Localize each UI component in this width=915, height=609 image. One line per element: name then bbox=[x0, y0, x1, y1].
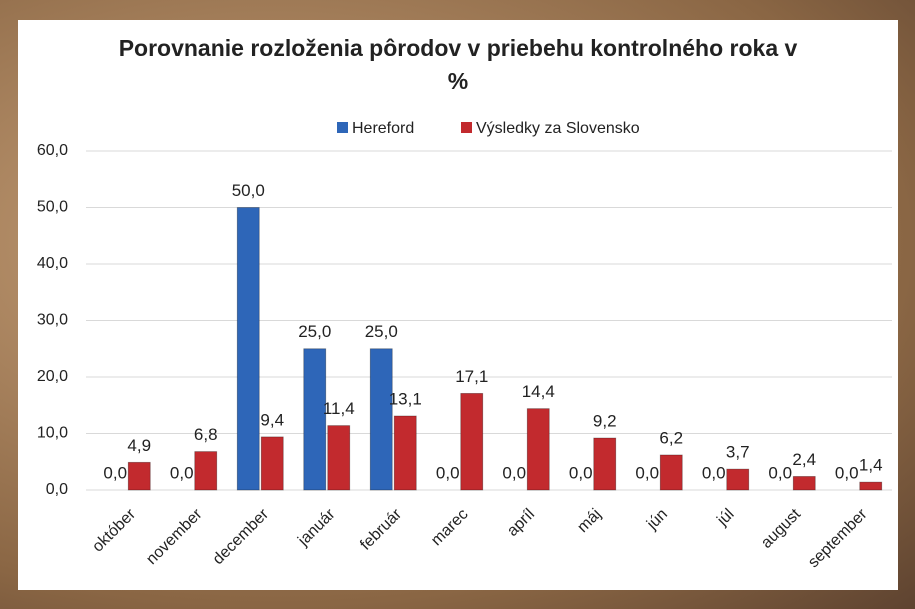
bar bbox=[127, 461, 151, 491]
value-label: 9,2 bbox=[593, 412, 617, 431]
x-tick-label: február bbox=[357, 505, 405, 553]
value-label: 50,0 bbox=[232, 181, 265, 200]
bar bbox=[369, 348, 393, 491]
bar bbox=[659, 454, 683, 491]
value-label: 25,0 bbox=[298, 322, 331, 341]
value-label: 0,0 bbox=[436, 463, 460, 482]
y-tick-label: 50,0 bbox=[37, 199, 68, 216]
x-tick-label: jún bbox=[643, 506, 671, 534]
value-label: 17,1 bbox=[455, 367, 488, 386]
y-tick-label: 30,0 bbox=[37, 312, 68, 329]
bar bbox=[460, 392, 484, 491]
x-tick-label: september bbox=[805, 505, 871, 571]
value-label: 9,4 bbox=[260, 410, 284, 429]
x-tick-label: január bbox=[294, 505, 339, 550]
value-label: 0,0 bbox=[103, 463, 127, 482]
legend-label: Hereford bbox=[352, 120, 414, 137]
value-label: 6,2 bbox=[659, 428, 683, 447]
value-label: 0,0 bbox=[569, 463, 593, 482]
value-label: 4,9 bbox=[127, 436, 151, 455]
value-label: 0,0 bbox=[170, 463, 194, 482]
bar bbox=[303, 348, 327, 491]
chart-title: Porovnanie rozloženia pôrodov v priebehu… bbox=[118, 35, 798, 94]
x-tick-label: marec bbox=[428, 506, 471, 549]
bar bbox=[726, 468, 750, 491]
x-tick-label: júl bbox=[714, 506, 738, 530]
value-label: 14,4 bbox=[522, 382, 555, 401]
value-label: 0,0 bbox=[835, 463, 859, 482]
chart-panel bbox=[18, 20, 898, 590]
value-label: 0,0 bbox=[502, 463, 526, 482]
y-tick-label: 0,0 bbox=[46, 481, 68, 498]
x-tick-label: máj bbox=[574, 506, 604, 536]
legend-label: Výsledky za Slovensko bbox=[476, 120, 640, 137]
x-tick-label: apríl bbox=[504, 506, 538, 540]
value-label: 11,4 bbox=[323, 399, 355, 418]
value-label: 0,0 bbox=[702, 463, 726, 482]
x-tick-label: október bbox=[89, 505, 139, 555]
legend-swatch bbox=[337, 122, 348, 133]
bar bbox=[236, 207, 260, 491]
y-tick-label: 20,0 bbox=[37, 368, 68, 385]
value-label: 1,4 bbox=[859, 456, 883, 475]
value-label: 0,0 bbox=[635, 463, 659, 482]
bar bbox=[792, 476, 816, 491]
legend-swatch bbox=[461, 122, 472, 133]
bar bbox=[593, 437, 617, 491]
bar bbox=[526, 408, 550, 491]
x-tick-label: december bbox=[210, 505, 273, 568]
bar bbox=[859, 481, 883, 491]
value-label: 25,0 bbox=[365, 322, 398, 341]
value-label: 3,7 bbox=[726, 443, 750, 462]
y-tick-label: 60,0 bbox=[37, 142, 68, 159]
bar bbox=[260, 436, 284, 491]
bar bbox=[393, 415, 417, 491]
x-tick-label: august bbox=[758, 505, 804, 551]
bar bbox=[327, 425, 351, 491]
value-label: 2,4 bbox=[792, 450, 816, 469]
x-tick-label: november bbox=[143, 505, 206, 568]
bar bbox=[194, 451, 218, 491]
value-label: 0,0 bbox=[768, 463, 792, 482]
value-label: 6,8 bbox=[194, 425, 218, 444]
value-label: 13,1 bbox=[389, 389, 422, 408]
y-tick-label: 10,0 bbox=[37, 425, 68, 442]
y-tick-label: 40,0 bbox=[37, 255, 68, 272]
